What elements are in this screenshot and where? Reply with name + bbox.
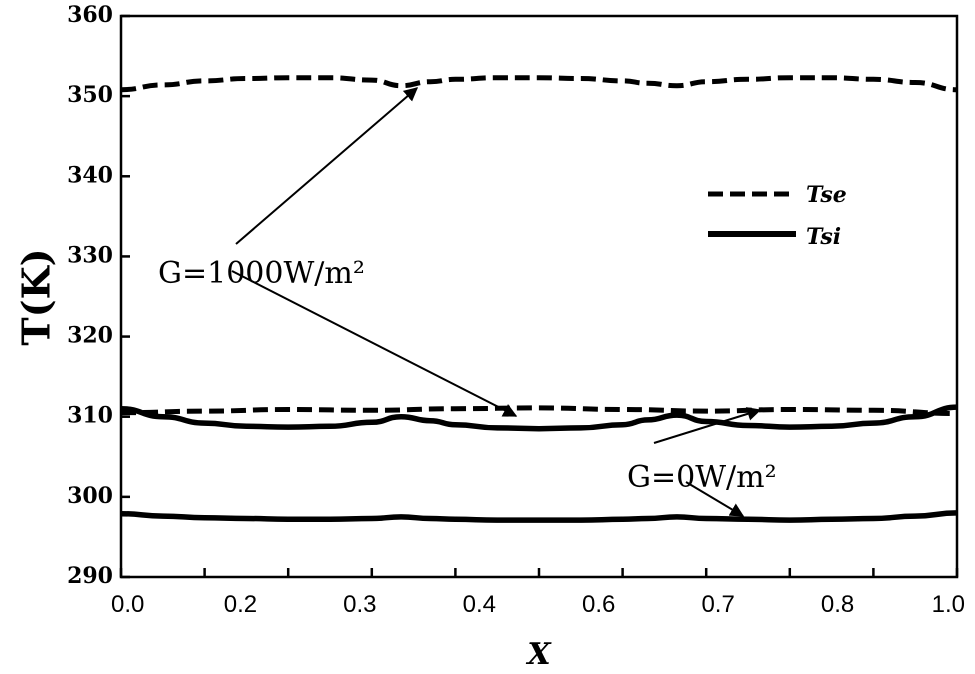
annotation-g0-label: G=0W/m² — [627, 460, 777, 495]
series-line-1 — [120, 405, 958, 416]
y-tick-label: 360 — [67, 2, 113, 28]
y-tick-label: 320 — [67, 323, 113, 349]
series-line-0 — [120, 75, 958, 93]
y-axis-label: T(K) — [14, 248, 59, 345]
y-tick-label: 330 — [67, 242, 113, 268]
y-tick-label: 310 — [67, 403, 113, 429]
x-tick-label: 0.3 — [343, 591, 376, 618]
x-axis-label: X — [525, 637, 552, 672]
x-tick-label: 0.2 — [224, 591, 257, 618]
x-tick-label: 0.0 — [111, 591, 144, 618]
x-tick-label: 0.8 — [821, 591, 854, 618]
y-tick-label: 290 — [67, 563, 113, 589]
series-line-3 — [120, 510, 958, 523]
plot-frame — [119, 14, 959, 579]
annotation-g0-arrow-lower — [685, 481, 745, 517]
legend-label-tse: Tse — [806, 182, 847, 208]
y-tick-label: 350 — [67, 82, 113, 108]
x-tick-label: 0.7 — [701, 591, 734, 618]
legend: Tse Tsi — [708, 182, 847, 250]
annotation-g0: G=0W/m² — [627, 407, 777, 517]
x-tick-label: 1.0 — [932, 591, 965, 618]
annotation-g1000-arrow-lower — [231, 270, 518, 417]
y-tick-label: 340 — [67, 162, 113, 188]
x-tick-label: 0.4 — [463, 591, 496, 618]
annotation-g1000: G=1000W/m² — [158, 87, 518, 417]
annotation-g0-arrow-upper — [653, 407, 762, 444]
series-line-2 — [120, 404, 958, 432]
ticks-layer: 290 300 310 320 330 340 350 360 0.0 0.2 0.3 0.4 0.6 0… — [67, 2, 965, 618]
annotation-g1000-arrow-upper — [235, 87, 419, 245]
series-layer — [120, 75, 958, 523]
x-tick-label: 0.6 — [582, 591, 615, 618]
y-tick-label: 300 — [67, 483, 113, 509]
legend-label-tsi: Tsi — [806, 224, 841, 250]
